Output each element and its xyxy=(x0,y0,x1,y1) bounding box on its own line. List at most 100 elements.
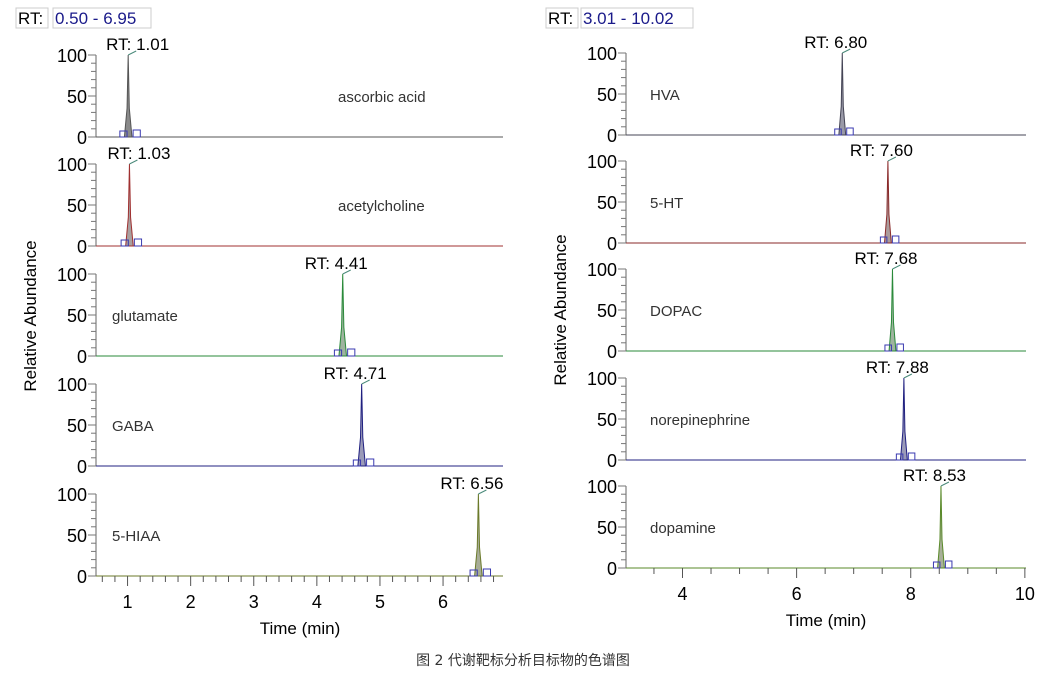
x-axis: 1 2 3 4 5 6 Time (min) xyxy=(101,576,495,638)
y-tick-label: 50 xyxy=(67,306,87,326)
rt-leader-line xyxy=(842,48,851,54)
rt-leader-line xyxy=(892,264,901,270)
trace-acetylcholine: 0 50 100 RT: 1.03 acetylcholine xyxy=(57,144,503,257)
y-tick-label: 0 xyxy=(607,234,617,254)
compound-name: 5-HIAA xyxy=(112,528,160,545)
y-tick-label: 100 xyxy=(587,369,617,389)
trace-glutamate: 0 50 100 RT: 4.41 glutamate xyxy=(57,254,503,367)
integration-marker xyxy=(834,128,842,136)
trace-norepinephrine: 0 50 100 RT: 7.88 norepinephrine xyxy=(587,358,1026,471)
y-tick-label: 0 xyxy=(77,567,87,587)
y-axis-label: Relative Abundance xyxy=(551,234,570,385)
integration-marker xyxy=(366,458,375,467)
y-tick-label: 50 xyxy=(67,196,87,216)
peak-rt-label: RT: 4.41 xyxy=(305,254,368,273)
rt-leader-line xyxy=(127,50,137,56)
y-tick-label: 50 xyxy=(597,193,617,213)
x-tick-label: 6 xyxy=(792,584,802,604)
compound-name: ascorbic acid xyxy=(338,89,426,106)
peak xyxy=(888,268,897,352)
x-tick-label: 3 xyxy=(249,592,259,612)
peak-rt-label: RT: 7.88 xyxy=(866,358,929,377)
integration-marker xyxy=(133,238,143,247)
peak xyxy=(899,377,908,461)
x-tick-label: 10 xyxy=(1015,584,1035,604)
y-tick-label: 50 xyxy=(67,87,87,107)
trace-gaba: 0 50 100 RT: 4.71 GABA xyxy=(57,364,503,477)
integration-marker xyxy=(119,130,128,138)
trace-dopamine: 0 50 100 RT: 8.53 dopamine xyxy=(587,466,1026,579)
x-tick-label: 5 xyxy=(375,592,385,612)
compound-name: dopamine xyxy=(650,520,716,537)
x-axis: 4 6 8 10 Time (min) xyxy=(653,568,1035,630)
x-tick-label: 2 xyxy=(186,592,196,612)
integration-marker xyxy=(944,560,953,569)
trace-dopac: 0 50 100 RT: 7.68 DOPAC xyxy=(587,249,1026,362)
y-axis-label: Relative Abundance xyxy=(21,240,40,391)
y-tick-label: 0 xyxy=(77,128,87,148)
compound-name: GABA xyxy=(112,418,154,435)
trace-ascorbic-acid: 0 50 100 RT: 1.01 ascorbic acid xyxy=(57,35,503,148)
y-tick-label: 0 xyxy=(607,451,617,471)
peak-rt-label: RT: 7.68 xyxy=(854,249,917,268)
y-tick-label: 100 xyxy=(57,155,87,175)
x-tick-label: 1 xyxy=(123,592,133,612)
peak xyxy=(838,52,847,136)
trace-5-ht: 0 50 100 RT: 7.60 5-HT xyxy=(587,141,1026,254)
rt-range-box xyxy=(580,7,694,29)
compound-name: glutamate xyxy=(112,308,178,325)
rt-leader-line xyxy=(940,481,950,487)
rt-leader-line xyxy=(903,373,913,379)
rt-prefix-box xyxy=(15,7,49,29)
y-tick-label: 50 xyxy=(597,518,617,538)
x-tick-label: 4 xyxy=(677,584,687,604)
y-tick-label: 50 xyxy=(67,416,87,436)
rt-range-label: 3.01 - 10.02 xyxy=(583,9,674,28)
x-tick-label: 4 xyxy=(312,592,322,612)
x-axis-label: Time (min) xyxy=(260,619,341,638)
peak xyxy=(125,163,134,247)
rt-leader-line xyxy=(361,379,370,385)
compound-name: 5-HT xyxy=(650,195,683,212)
integration-marker xyxy=(846,127,854,136)
peak-rt-label: RT: 8.53 xyxy=(903,466,966,485)
compound-name: DOPAC xyxy=(650,303,702,320)
y-tick-label: 100 xyxy=(57,265,87,285)
peak-rt-label: RT: 4.71 xyxy=(324,364,387,383)
integration-marker xyxy=(932,561,941,569)
peak xyxy=(883,160,892,244)
y-tick-label: 0 xyxy=(607,342,617,362)
rt-leader-line xyxy=(887,156,897,162)
rt-prefix: RT: xyxy=(18,9,43,28)
trace-5-hiaa: 0 50 100 RT: 6.56 5-HIAA xyxy=(57,474,503,587)
figure-caption: 图 2 代谢靶标分析目标物的色谱图 xyxy=(416,653,630,669)
integration-marker xyxy=(120,239,129,247)
y-tick-label: 0 xyxy=(77,237,87,257)
x-tick-label: 8 xyxy=(906,584,916,604)
rt-prefix-box xyxy=(545,7,579,29)
peak xyxy=(937,485,945,569)
y-tick-label: 0 xyxy=(77,347,87,367)
x-axis-label: Time (min) xyxy=(786,611,867,630)
y-tick-label: 100 xyxy=(587,477,617,497)
rt-leader-line xyxy=(129,159,138,165)
rt-leader-line xyxy=(478,489,487,495)
peak-rt-label: RT: 1.01 xyxy=(106,35,169,54)
integration-marker xyxy=(352,459,362,467)
trace-hva: 0 50 100 RT: 6.80 HVA xyxy=(587,33,1026,146)
y-tick-label: 100 xyxy=(57,46,87,66)
integration-marker xyxy=(482,568,492,577)
integration-marker xyxy=(884,344,892,352)
peak-rt-label: RT: 1.03 xyxy=(107,144,170,163)
integration-marker xyxy=(333,349,343,357)
rt-range-box xyxy=(52,7,152,29)
y-tick-label: 50 xyxy=(597,410,617,430)
peak-rt-label: RT: 6.80 xyxy=(804,33,867,52)
integration-marker xyxy=(132,129,141,138)
integration-marker xyxy=(907,452,916,461)
rt-range-label: 0.50 - 6.95 xyxy=(55,9,136,28)
compound-name: acetylcholine xyxy=(338,198,425,215)
y-tick-label: 100 xyxy=(587,152,617,172)
